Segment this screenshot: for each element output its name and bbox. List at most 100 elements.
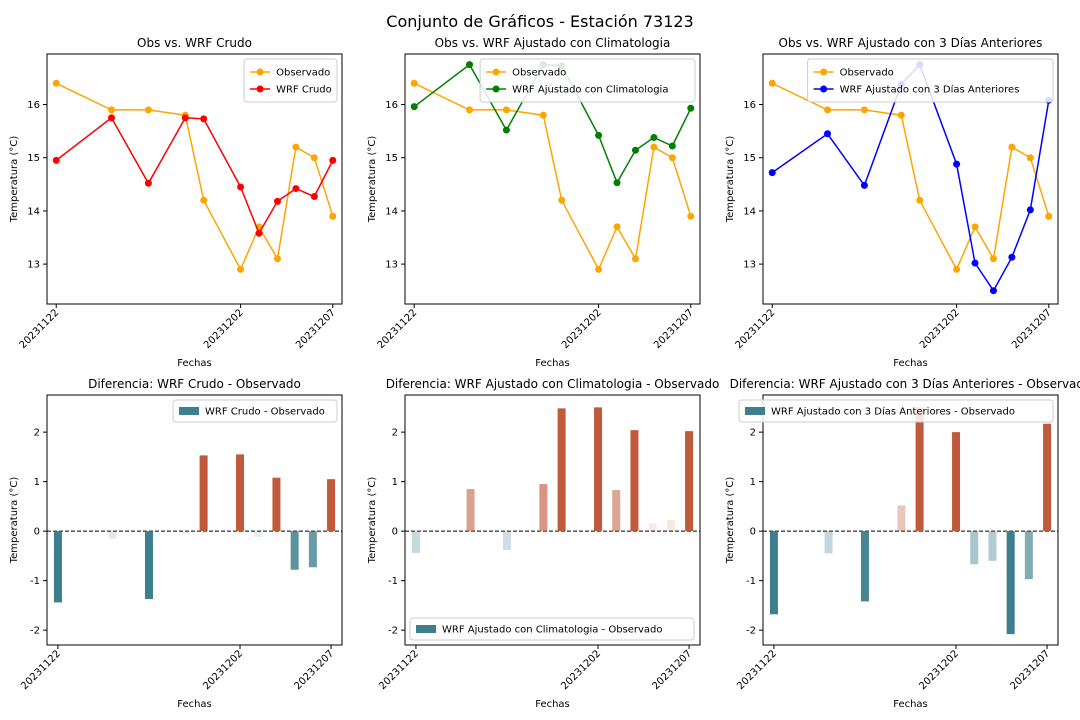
x-tick-label: 20231202 [201, 648, 245, 692]
legend-frame [243, 58, 338, 103]
legend: Observado WRF Ajustado con Climatologia [479, 58, 696, 103]
subplot-4: Diferencia: WRF Crudo - Observado -2 -1 0 1 2… [9, 377, 343, 710]
subplot-title: Obs vs. WRF Ajustado con 3 Días Anterior… [779, 36, 1043, 50]
data-point [595, 131, 603, 139]
y-tick-label: -1 [746, 576, 756, 587]
data-point [144, 106, 152, 114]
data-point [310, 193, 318, 201]
data-point [52, 156, 60, 164]
legend-label: WRF Ajustado con Climatologia [512, 85, 668, 96]
x-tick-label: 20231122 [735, 648, 779, 692]
x-tick-label: 20231122 [377, 648, 421, 692]
data-point [897, 111, 905, 119]
bar [272, 477, 281, 532]
bar [1006, 531, 1015, 635]
bar [860, 531, 869, 602]
x-tick-label: 20231202 [560, 307, 604, 351]
x-tick-label: 20231122 [734, 307, 778, 351]
subplot-title: Diferencia: WRF Ajustado con Climatologi… [386, 377, 720, 391]
data-point [539, 111, 547, 119]
data-point [1026, 154, 1034, 162]
data-point [668, 154, 676, 162]
x-axis-label: Fechas [535, 358, 570, 369]
bar [915, 407, 924, 532]
bar [988, 531, 997, 561]
legend-label: WRF Crudo [276, 85, 332, 96]
data-point [237, 265, 245, 273]
data-point [292, 185, 300, 193]
y-tick-label: 2 [750, 428, 756, 439]
data-point [1045, 212, 1053, 220]
y-tick-label: 16 [743, 100, 756, 111]
legend-frame [738, 399, 1054, 423]
legend-label: WRF Ajustado con 3 Días Anteriores - Obs… [771, 406, 1015, 418]
data-point [631, 255, 639, 263]
bar [327, 479, 336, 532]
y-tick-label: -2 [30, 626, 40, 637]
data-point [108, 106, 116, 114]
legend-frame [172, 399, 338, 423]
y-tick-label: 14 [27, 206, 40, 217]
legend-marker [492, 68, 500, 76]
data-point [329, 156, 337, 164]
data-point [953, 265, 961, 273]
bar [308, 531, 317, 568]
x-axis-label: Fechas [893, 358, 928, 369]
subplot-5: Diferencia: WRF Ajustado con Climatologi… [367, 377, 719, 710]
bar [769, 531, 778, 615]
y-tick-label: 16 [385, 100, 398, 111]
data-point [1026, 206, 1034, 214]
y-tick-label: 13 [27, 260, 40, 271]
y-tick-label: 14 [385, 206, 398, 217]
bar [612, 490, 621, 532]
bar [666, 520, 675, 532]
data-point [52, 79, 60, 87]
x-tick-label: 20231207 [1010, 307, 1054, 351]
x-tick-label: 20231202 [559, 648, 603, 692]
bar [236, 454, 245, 532]
data-point [860, 106, 868, 114]
bar [254, 531, 263, 538]
legend-label: Observado [840, 68, 894, 79]
y-tick-label: 1 [392, 477, 398, 488]
y-axis-label: Temperatura (°C) [9, 136, 20, 224]
y-tick-label: 1 [750, 477, 756, 488]
y-tick-label: 0 [34, 527, 40, 538]
data-point [410, 103, 418, 111]
data-point [558, 196, 566, 204]
legend-marker [820, 85, 828, 93]
y-tick-label: 16 [27, 100, 40, 111]
x-tick-label: 20231122 [19, 648, 63, 692]
figure-title: Conjunto de Gráficos - Estación 73123 [386, 12, 693, 31]
subplot-title: Obs vs. WRF Ajustado con Climatologia [435, 36, 671, 50]
x-tick-label: 20231122 [376, 307, 420, 351]
data-point [200, 115, 208, 123]
data-point [916, 196, 924, 204]
x-axis-label: Fechas [535, 699, 570, 710]
x-tick-label: 20231202 [202, 307, 246, 351]
legend-label: WRF Ajustado con Climatologia - Observad… [442, 625, 663, 636]
y-tick-label: 2 [392, 428, 398, 439]
y-tick-label: 0 [392, 527, 398, 538]
data-point [237, 183, 245, 191]
subplot-1: Obs vs. WRF Crudo 13 14 15 16 Temperatura (°C… [9, 36, 343, 369]
x-tick-label: 20231202 [918, 307, 962, 351]
data-point [989, 287, 997, 295]
legend-marker [256, 85, 264, 93]
legend-label: Observado [512, 68, 566, 79]
legend: Observado WRF Crudo [243, 58, 338, 103]
data-point [953, 160, 961, 168]
x-tick-label: 20231122 [18, 307, 62, 351]
legend: WRF Ajustado con Climatologia - Observad… [409, 617, 695, 641]
y-tick-label: 13 [385, 260, 398, 271]
data-point [200, 196, 208, 204]
data-point [292, 143, 300, 151]
legend: WRF Crudo - Observado [172, 399, 338, 423]
data-point [650, 134, 658, 142]
bar [108, 531, 117, 539]
x-axis-label: Fechas [177, 699, 212, 710]
data-point [631, 146, 639, 154]
axes-frame [46, 394, 343, 646]
data-point [1008, 143, 1016, 151]
